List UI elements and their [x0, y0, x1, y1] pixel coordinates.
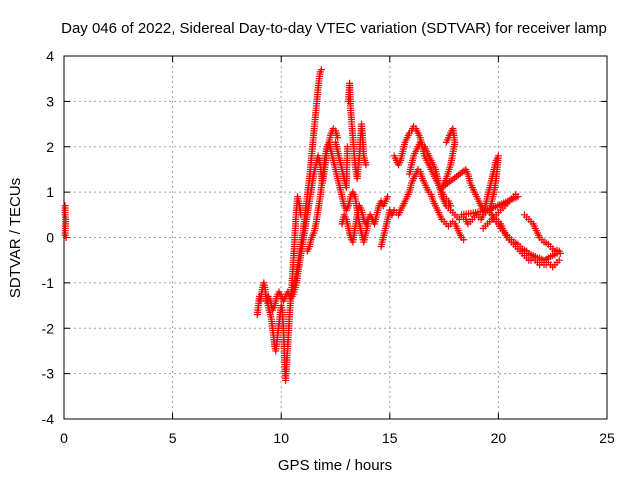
data-point	[317, 66, 325, 74]
y-tick-label: 4	[46, 48, 54, 64]
y-tick-label: 2	[46, 139, 54, 155]
chart-title: Day 046 of 2022, Sidereal Day-to-day VTE…	[61, 20, 607, 37]
y-tick-label: -4	[42, 411, 55, 427]
x-axis-label: GPS time / hours	[278, 457, 392, 474]
data-point	[455, 215, 463, 223]
x-tick-label: 0	[60, 430, 68, 446]
y-tick-label: 3	[46, 93, 54, 109]
data-point	[460, 236, 468, 244]
data-points	[61, 66, 564, 384]
data-point	[62, 234, 70, 241]
x-tick-label: 15	[382, 430, 398, 446]
y-tick-label: -2	[42, 320, 55, 336]
y-tick-labels: -4 -3 -2 -1 0 1 2 3 4	[42, 48, 55, 427]
y-tick-label: 1	[46, 184, 54, 200]
data-point	[556, 249, 564, 257]
data-point	[334, 134, 342, 142]
x-tick-label: 25	[599, 430, 615, 446]
y-axis-label: SDTVAR / TECUs	[7, 178, 24, 298]
x-tick-label: 20	[491, 430, 507, 446]
x-tick-label: 5	[169, 430, 177, 446]
grid	[64, 56, 607, 419]
data-point	[555, 256, 563, 264]
x-tick-label: 10	[273, 430, 289, 446]
x-tick-labels: 0 5 10 15 20 25	[60, 430, 615, 446]
y-tick-label: -3	[42, 366, 55, 382]
y-tick-label: -1	[42, 275, 55, 291]
data-point	[362, 161, 370, 169]
y-tick-label: 0	[46, 230, 54, 246]
data-point	[384, 193, 392, 201]
data-point	[343, 143, 351, 151]
